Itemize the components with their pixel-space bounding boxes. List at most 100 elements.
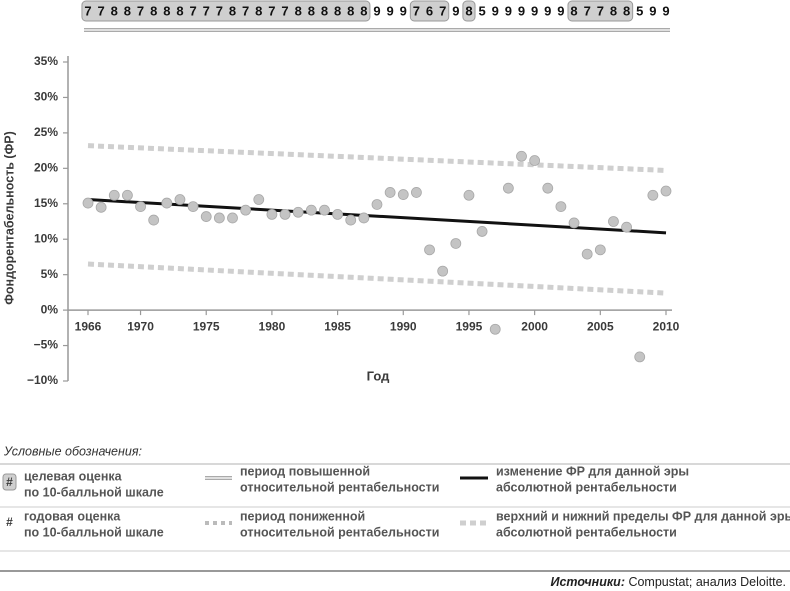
data-point <box>200 211 212 222</box>
annual-score: 9 <box>518 3 525 18</box>
data-point <box>660 185 672 197</box>
data-point <box>148 214 160 226</box>
data-point <box>502 182 514 194</box>
data-point <box>555 201 567 213</box>
data-point <box>240 204 252 216</box>
data-point <box>594 244 606 256</box>
data-point <box>253 194 265 205</box>
target-score: 7 <box>84 3 91 18</box>
annual-score: 9 <box>531 3 538 18</box>
target-score: 8 <box>334 3 341 18</box>
target-score: 8 <box>295 3 302 18</box>
target-score: 7 <box>242 3 249 18</box>
target-score: 8 <box>623 3 630 18</box>
y-tick-label: 15% <box>34 196 58 210</box>
target-score-box <box>409 0 450 22</box>
data-point <box>463 189 475 201</box>
data-point <box>122 189 133 201</box>
target-score: 8 <box>308 3 315 18</box>
annual-score: 9 <box>400 3 407 18</box>
x-axis-title: Год <box>367 368 390 383</box>
data-point <box>95 201 107 213</box>
legend-title: Условные обозначения: <box>3 444 142 458</box>
data-point <box>529 155 541 166</box>
data-point <box>292 206 304 218</box>
legend-label: целевая оценка <box>24 469 123 483</box>
data-point <box>305 204 317 216</box>
target-score: 7 <box>137 3 144 18</box>
data-point <box>568 217 580 229</box>
x-tick-label: 1970 <box>127 319 154 333</box>
target-score: 8 <box>570 3 577 18</box>
target-score: 7 <box>189 3 196 18</box>
target-score: 7 <box>439 3 446 18</box>
target-score: 8 <box>163 3 170 18</box>
x-tick-label: 2010 <box>653 319 680 333</box>
target-score: 7 <box>98 3 105 18</box>
annual-score: 9 <box>492 3 499 18</box>
x-tick-label: 1990 <box>390 319 417 333</box>
target-score-box <box>81 0 371 22</box>
y-axis-title: Фондорентабельность (ФР) <box>2 131 16 305</box>
plot: −10% −5% 0% 5% 10% 15% 20% 25% 30% 35% 1966 1970 197… <box>27 0 680 387</box>
data-point <box>187 201 199 213</box>
data-point <box>227 212 238 224</box>
legend-label: изменение ФР для данной эры <box>496 464 689 478</box>
data-point <box>371 199 383 210</box>
source-text: Compustat; анализ Deloitte. <box>625 575 786 589</box>
target-score-box <box>462 0 476 22</box>
target-score: 8 <box>150 3 157 18</box>
legend-label: абсолютной рентабельности <box>496 525 677 539</box>
target-score: 7 <box>281 3 288 18</box>
annual-score: 9 <box>505 3 512 18</box>
target-score: 8 <box>255 3 262 18</box>
annual-score: 9 <box>544 3 551 18</box>
target-score: 7 <box>216 3 223 18</box>
data-point <box>450 238 462 249</box>
x-tick-label: 2005 <box>587 319 614 333</box>
source: Источники: Compustat; анализ Deloitte. <box>550 575 786 589</box>
y-tick-label: 10% <box>34 231 58 245</box>
data-point <box>634 351 646 363</box>
legend-label: по 10-балльной шкале <box>24 525 164 539</box>
y-tick-label: −5% <box>34 338 59 352</box>
data-point <box>621 221 632 233</box>
data-point <box>319 204 330 216</box>
legend-label: по 10-балльной шкале <box>24 485 164 499</box>
data-point <box>647 189 659 201</box>
target-score: 8 <box>229 3 236 18</box>
data-point <box>161 197 173 209</box>
data-point <box>82 197 94 209</box>
data-point <box>384 187 396 198</box>
legend-symbol-text: # <box>6 475 13 489</box>
data-point <box>581 248 593 260</box>
data-point <box>411 187 422 198</box>
data-point <box>476 226 488 237</box>
data-point <box>135 201 146 213</box>
data-point <box>108 189 120 201</box>
legend-symbol-text: # <box>6 515 13 529</box>
x-tick-label: 1966 <box>75 319 102 333</box>
bound-line <box>87 143 667 173</box>
x-tick-label: 1995 <box>456 319 483 333</box>
target-score: 8 <box>360 3 367 18</box>
target-score: 8 <box>465 3 472 18</box>
legend-label: годовая оценка <box>24 509 121 523</box>
x-tick-label: 1985 <box>324 319 351 333</box>
bound-line <box>87 261 667 296</box>
annual-score: 9 <box>452 3 459 18</box>
target-score: 7 <box>413 3 420 18</box>
y-tick-label: 35% <box>34 54 58 68</box>
target-score: 7 <box>597 3 604 18</box>
x-tick-label: 1980 <box>259 319 286 333</box>
target-score: 7 <box>203 3 210 18</box>
target-score-box <box>567 0 634 22</box>
target-score: 8 <box>111 3 118 18</box>
annual-score: 9 <box>557 3 564 18</box>
y-tick-label: 20% <box>34 161 58 175</box>
y-tick-label: 0% <box>41 302 59 316</box>
annual-score: 9 <box>387 3 394 18</box>
target-score: 8 <box>176 3 183 18</box>
x-tick-label: 1975 <box>193 319 220 333</box>
